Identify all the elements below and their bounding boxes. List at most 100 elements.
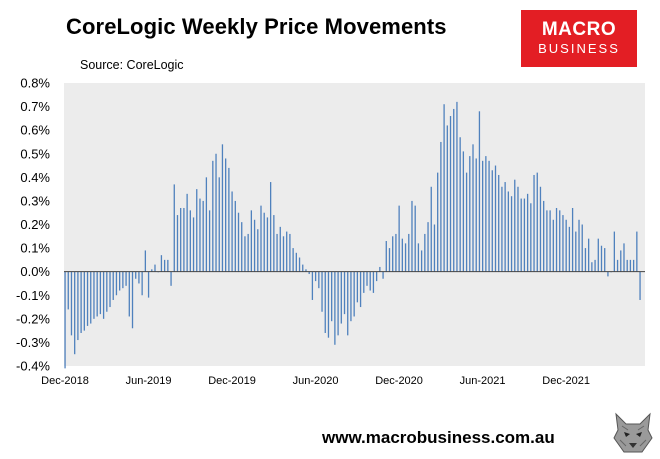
y-tick-label: -0.3% <box>16 335 50 350</box>
x-tick-label: Jun-2021 <box>460 375 506 387</box>
bar <box>581 224 583 272</box>
website-url[interactable]: www.macrobusiness.com.au <box>322 428 555 447</box>
bar <box>119 271 121 291</box>
bar <box>138 271 140 284</box>
bar <box>308 271 310 275</box>
bar <box>437 172 439 272</box>
bar <box>80 271 82 333</box>
bar <box>90 271 92 324</box>
bar <box>253 219 256 272</box>
x-tick-label: Jun-2020 <box>293 375 339 387</box>
bar <box>395 233 397 272</box>
bar <box>347 271 349 336</box>
bar <box>462 151 465 272</box>
bar <box>353 271 355 317</box>
bar <box>568 226 571 272</box>
bar <box>639 271 641 300</box>
bar <box>482 160 484 272</box>
bar <box>192 217 195 272</box>
bar <box>536 172 538 272</box>
y-tick-label: 0.3% <box>20 193 50 208</box>
bar <box>398 205 400 272</box>
chart-source: Source: CoreLogic <box>80 58 184 72</box>
bar <box>523 198 526 272</box>
y-tick-label: 0.4% <box>20 170 50 185</box>
bar <box>154 264 156 272</box>
bar <box>74 271 76 355</box>
bar-series <box>64 101 641 369</box>
bar <box>430 186 432 272</box>
bar <box>504 182 506 272</box>
bar <box>565 219 567 272</box>
logo-line-1: MACRO <box>541 19 617 40</box>
bar <box>575 231 577 272</box>
bar <box>269 182 272 272</box>
bar <box>427 222 429 272</box>
bar <box>64 271 66 369</box>
bar <box>147 271 150 298</box>
bar <box>414 205 416 272</box>
bar <box>600 245 603 272</box>
bar <box>67 271 69 310</box>
bar <box>388 248 391 272</box>
bar <box>520 198 522 272</box>
bar <box>215 153 217 272</box>
bar <box>234 200 236 272</box>
bar <box>196 189 198 272</box>
bar <box>99 271 102 315</box>
y-tick-label: 0.1% <box>20 241 50 256</box>
bar <box>208 210 211 272</box>
bar <box>343 271 346 315</box>
bar <box>453 108 455 272</box>
bar <box>286 231 288 272</box>
bar <box>379 266 381 272</box>
bar <box>517 186 519 272</box>
bar <box>498 174 500 272</box>
bar <box>459 137 461 272</box>
bar <box>337 271 339 336</box>
bar <box>372 271 375 293</box>
bar <box>212 160 214 272</box>
bar <box>626 259 628 272</box>
bar <box>356 271 359 303</box>
bar <box>83 271 85 331</box>
bar <box>86 271 89 326</box>
bar <box>369 271 371 291</box>
bar <box>167 259 169 272</box>
y-tick-label: -0.4% <box>16 359 50 374</box>
bar <box>636 231 638 272</box>
bar <box>411 200 413 272</box>
y-tick-label: 0.2% <box>20 217 50 232</box>
bar <box>231 191 233 272</box>
bar <box>616 259 619 272</box>
bar <box>93 271 95 319</box>
bar <box>260 205 262 272</box>
bar <box>257 229 259 272</box>
bar <box>578 219 580 272</box>
logo-line-2: BUSINESS <box>538 41 620 56</box>
bar <box>289 233 291 272</box>
bar <box>591 262 593 272</box>
macro-business-logo[interactable]: MACRO BUSINESS <box>521 10 637 67</box>
bar <box>594 259 596 272</box>
bar <box>485 156 487 272</box>
bar <box>221 144 224 272</box>
bar <box>183 207 185 272</box>
bar <box>404 243 407 272</box>
bar <box>305 269 307 272</box>
bar <box>186 193 188 272</box>
bar <box>382 271 384 279</box>
bar <box>225 158 227 272</box>
bar <box>549 210 551 272</box>
plot-area <box>64 83 645 366</box>
bar <box>424 233 426 272</box>
bar <box>115 271 118 296</box>
y-tick-label: -0.1% <box>16 288 50 303</box>
bar <box>552 219 554 272</box>
bar <box>456 101 458 272</box>
bar <box>263 212 265 272</box>
bar <box>244 236 246 272</box>
bar <box>170 271 172 286</box>
bar <box>128 271 130 317</box>
